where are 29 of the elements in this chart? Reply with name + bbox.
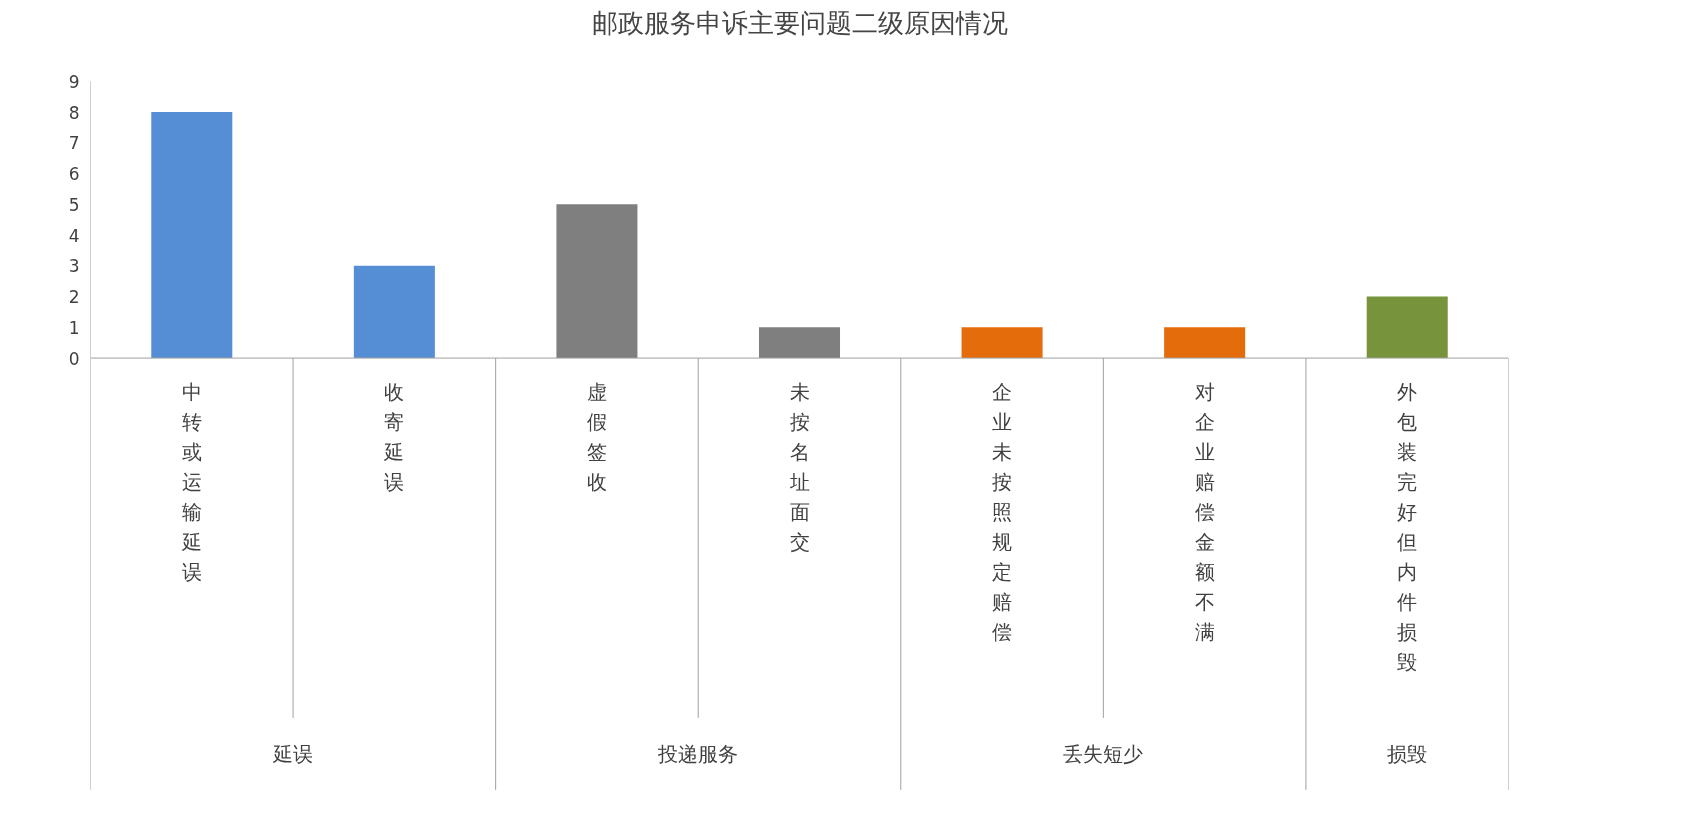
- x-tick-label: 中转或运输延误: [180, 380, 202, 585]
- text: 延误: [272, 741, 314, 766]
- y-tick-label: 4: [68, 225, 80, 246]
- bar: [758, 327, 841, 359]
- bar: [1164, 327, 1246, 359]
- text: 投递服务: [657, 741, 739, 766]
- text: 损毁: [1387, 741, 1428, 766]
- y-tick-label: 1: [68, 317, 80, 338]
- y-tick-label: 6: [68, 164, 80, 185]
- y-tick-label: 3: [68, 256, 80, 277]
- y-tick-label: 8: [68, 102, 80, 123]
- text: 丢失短少: [1063, 741, 1144, 766]
- bar: [353, 265, 435, 359]
- bar: [556, 204, 638, 359]
- y-tick-label: 2: [68, 287, 80, 308]
- y-tick-label: 5: [68, 194, 80, 215]
- bar: [1366, 296, 1448, 359]
- x-tick-label: 收寄延误: [383, 380, 405, 495]
- category-label: 对企业赔偿金额不满: [1194, 380, 1215, 645]
- category-label: 外包装完好但内件损毁: [1397, 380, 1418, 675]
- bar: [961, 327, 1043, 359]
- y-tick-label: 7: [68, 133, 80, 154]
- y-tick-label: 0: [68, 348, 80, 369]
- x-tick-label: 未按名址面交: [788, 380, 810, 555]
- category-label: 企业未按照规定赔偿: [992, 380, 1013, 645]
- chart-title: 邮政服务申诉主要问题二级原因情况: [591, 7, 1008, 38]
- x-tick-label: 虚假签收: [586, 380, 607, 495]
- y-tick-label: 9: [68, 71, 80, 92]
- bar: [151, 112, 233, 359]
